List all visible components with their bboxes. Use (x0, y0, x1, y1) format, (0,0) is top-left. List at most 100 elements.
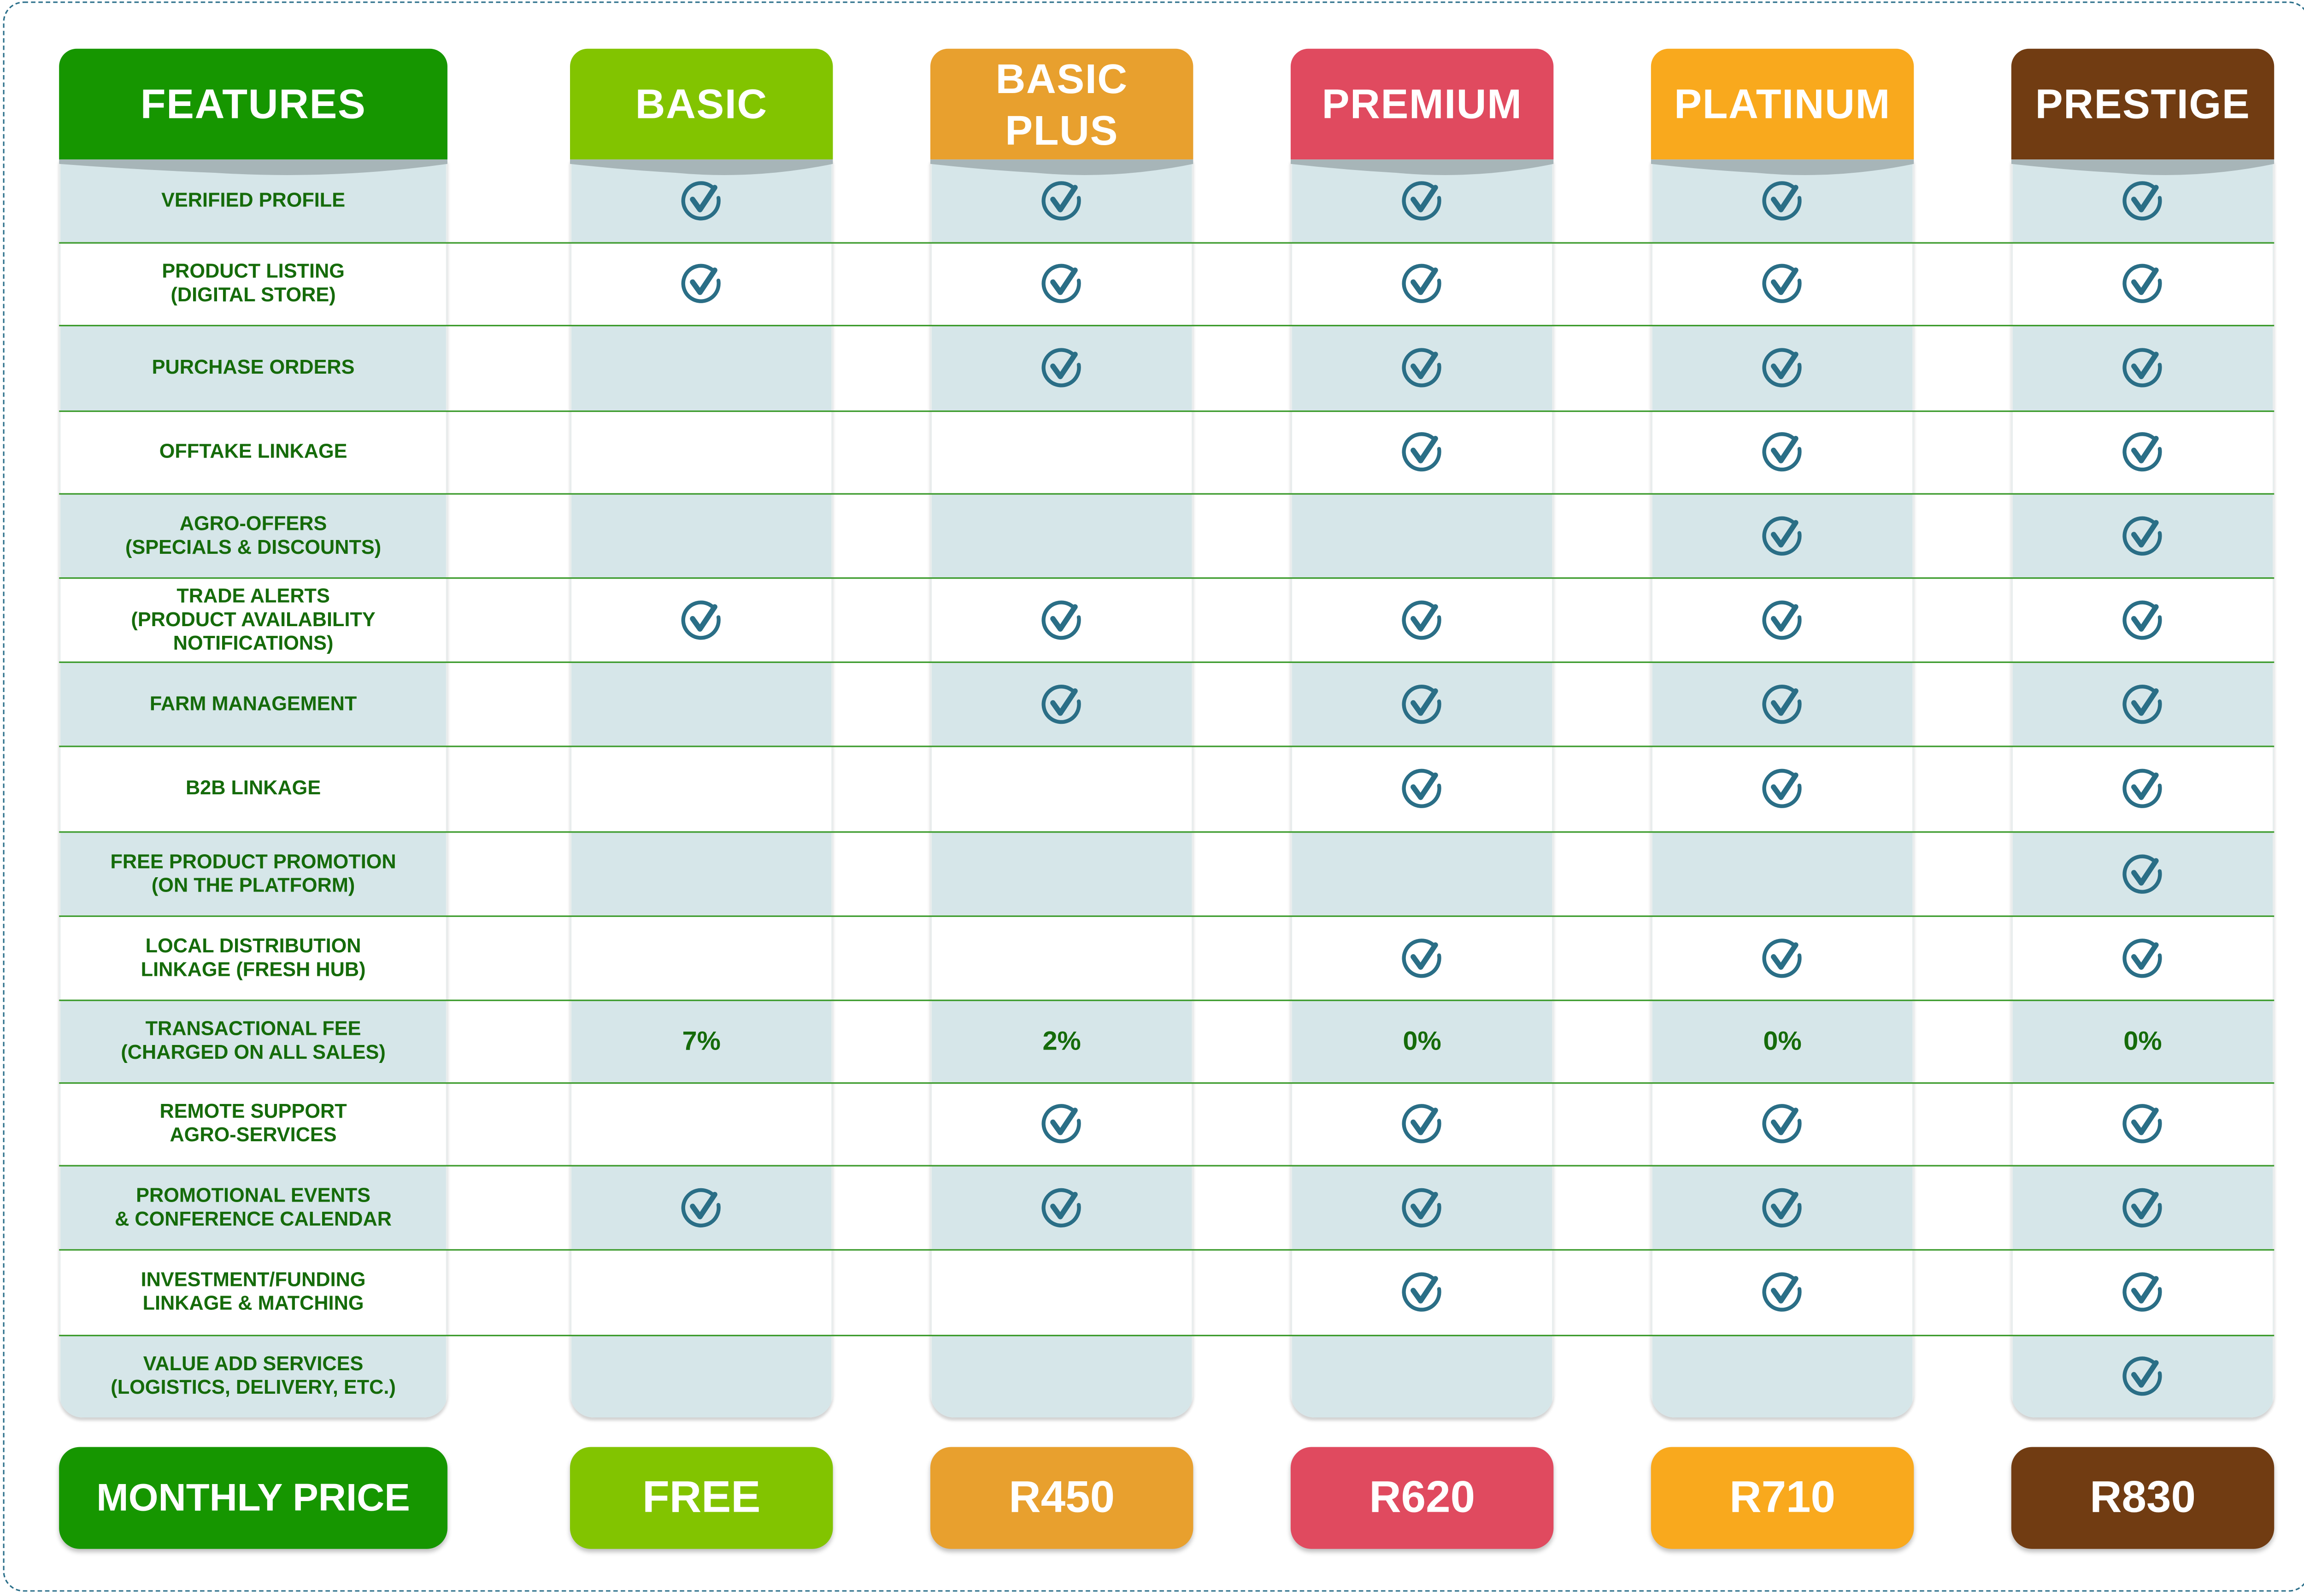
feature-value-cell (1651, 1082, 1914, 1165)
check-icon (1402, 684, 1441, 723)
feature-value-cell (930, 661, 1193, 746)
feature-label: TRADE ALERTS (PRODUCT AVAILABILITY NOTIF… (131, 584, 376, 654)
check-icon (1402, 432, 1441, 472)
check-icon (681, 264, 721, 303)
check-icon (2122, 684, 2162, 723)
feature-label-cell: PROMOTIONAL EVENTS & CONFERENCE CALENDAR (59, 1165, 448, 1250)
check-icon (1762, 181, 1802, 221)
feature-value-cell (570, 1249, 833, 1335)
price-button-prestige[interactable]: R830 (2011, 1447, 2275, 1549)
price-button-basic[interactable]: FREE (570, 1447, 833, 1549)
check-icon (1041, 1104, 1081, 1144)
check-icon (2122, 348, 2162, 387)
price-button-basic_plus[interactable]: R450 (930, 1447, 1193, 1549)
feature-value-cell (1290, 242, 1554, 325)
feature-value-cell: 0% (1290, 999, 1554, 1083)
column-body: 0% (1651, 159, 1914, 1418)
check-icon (1402, 1104, 1441, 1144)
check-icon (681, 181, 721, 221)
feature-label: OFFTAKE LINKAGE (159, 440, 347, 463)
feature-value-cell (570, 915, 833, 1000)
check-icon (2122, 1356, 2162, 1396)
feature-value-cell (1290, 915, 1554, 1000)
feature-value-cell (1651, 577, 1914, 662)
feature-value-cell (1651, 242, 1914, 325)
plan-column-prestige: 0% PRESTIGE (2011, 48, 2275, 1422)
feature-value-cell (930, 577, 1193, 662)
feature-value-cell (930, 831, 1193, 915)
feature-value-cell (930, 1165, 1193, 1250)
row-divider (59, 999, 2275, 1001)
check-icon (1762, 1187, 1802, 1227)
feature-value-cell (2011, 1335, 2275, 1418)
feature-value-cell (570, 831, 833, 915)
check-icon (1762, 1104, 1802, 1144)
feature-value-cell (2011, 410, 2275, 493)
feature-value-cell (2011, 745, 2275, 832)
feature-value-cell: 7% (570, 999, 833, 1083)
check-icon (2122, 1187, 2162, 1227)
header-shadow-curve (2011, 159, 2275, 175)
feature-value-cell (1651, 1165, 1914, 1250)
check-icon (1041, 264, 1081, 303)
plan-column-premium: 0% PREMIUM (1290, 48, 1554, 1422)
feature-value-cell (570, 242, 833, 325)
check-icon (1762, 348, 1802, 387)
price-button-platinum[interactable]: R710 (1651, 1447, 1914, 1549)
feature-value-cell (1651, 915, 1914, 1000)
plan-column-basic: 7% BASIC (570, 48, 833, 1422)
feature-value-cell (1651, 493, 1914, 578)
feature-value-cell (1651, 745, 1914, 832)
dashed-border (3, 1, 2304, 1592)
feature-value-cell (2011, 325, 2275, 411)
feature-value-cell (570, 410, 833, 493)
check-icon (1402, 264, 1441, 303)
check-icon (681, 599, 721, 639)
row-divider (59, 325, 2275, 327)
feature-label: PRODUCT LISTING (DIGITAL STORE) (162, 260, 345, 306)
check-icon (1762, 769, 1802, 808)
feature-value-cell (1290, 661, 1554, 746)
row-divider (59, 1082, 2275, 1084)
feature-label: TRANSACTIONAL FEE (CHARGED ON ALL SALES) (121, 1017, 386, 1063)
feature-value-cell (1290, 745, 1554, 832)
check-icon (1762, 432, 1802, 472)
feature-label: AGRO-OFFERS (SPECIALS & DISCOUNTS) (125, 511, 382, 557)
feature-value-cell (1290, 325, 1554, 411)
fee-value: 7% (682, 1025, 721, 1055)
feature-value-cell (1651, 410, 1914, 493)
plan-header: BASIC (570, 48, 833, 160)
row-divider (59, 1249, 2275, 1251)
column-body: 0% (2011, 159, 2275, 1418)
feature-label-cell: LOCAL DISTRIBUTION LINKAGE (FRESH HUB) (59, 915, 448, 1000)
header-shadow-curve (59, 159, 448, 175)
feature-value-cell (2011, 1165, 2275, 1250)
feature-value-cell (1290, 1082, 1554, 1165)
features-column: VERIFIED PROFILE PRODUCT LISTING (DIGITAL… (59, 48, 448, 1422)
feature-value-cell (1290, 1165, 1554, 1250)
check-icon (1402, 769, 1441, 808)
row-divider (59, 1165, 2275, 1167)
feature-value-cell (1651, 1335, 1914, 1418)
check-icon (1041, 599, 1081, 639)
plan-header: BASIC PLUS (930, 48, 1193, 160)
check-icon (1402, 1272, 1441, 1312)
row-divider (59, 745, 2275, 747)
check-icon (1041, 1187, 1081, 1227)
feature-label-cell: FARM MANAGEMENT (59, 661, 448, 746)
check-icon (2122, 264, 2162, 303)
check-icon (1762, 938, 1802, 977)
feature-value-cell (570, 1082, 833, 1165)
check-icon (681, 1187, 721, 1227)
feature-value-cell (570, 661, 833, 746)
feature-value-cell: 2% (930, 999, 1193, 1083)
column-body: 7% (570, 159, 833, 1418)
feature-value-cell (1651, 661, 1914, 746)
plan-column-platinum: 0% PLATINUM (1651, 48, 1914, 1422)
feature-label-cell: TRADE ALERTS (PRODUCT AVAILABILITY NOTIF… (59, 577, 448, 662)
price-button-premium[interactable]: R620 (1290, 1447, 1554, 1549)
feature-value-cell (930, 1335, 1193, 1418)
feature-label-cell: FREE PRODUCT PROMOTION (ON THE PLATFORM) (59, 831, 448, 915)
feature-value-cell (930, 1249, 1193, 1335)
feature-value-cell (1651, 325, 1914, 411)
